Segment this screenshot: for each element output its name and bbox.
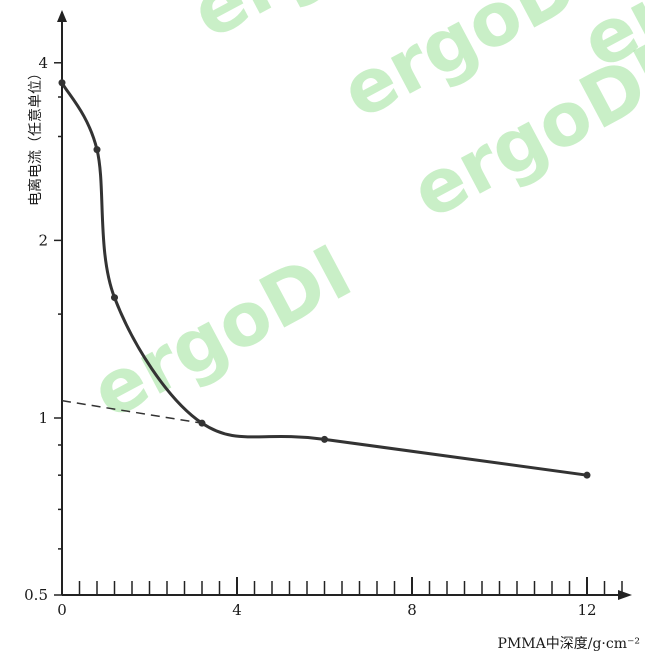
x-tick-label-0: 0 xyxy=(57,601,67,619)
x-tick-label-1: 4 xyxy=(232,601,242,619)
data-point-3 xyxy=(198,419,206,427)
x-axis-label: PMMA中深度/g·cm⁻² xyxy=(498,636,640,652)
data-point-5 xyxy=(583,471,591,479)
data-point-2 xyxy=(111,294,118,302)
extrapolation-line xyxy=(61,399,203,424)
data-point-1 xyxy=(93,146,101,154)
y-tick-label-2: 2 xyxy=(38,231,48,249)
watermark-layer: ergoDIergoDIergoDIergoDIergoDI xyxy=(78,0,645,436)
watermark-3: ergoDI xyxy=(78,229,365,436)
x-tick-label-3: 12 xyxy=(577,601,596,619)
y-axis-label: 电离电流（任意单位） xyxy=(27,66,44,206)
plot-area xyxy=(58,79,591,479)
x-tick-label-2: 8 xyxy=(407,601,417,619)
data-point-0 xyxy=(58,79,66,87)
x-axis-arrow xyxy=(618,590,632,600)
data-point-4 xyxy=(321,435,328,443)
y-axis-arrow xyxy=(57,10,67,22)
y-tick-label-3: 4 xyxy=(38,54,48,72)
y-tick-label-0: 0.5 xyxy=(24,586,48,604)
y-tick-label-1: 1 xyxy=(38,409,48,427)
